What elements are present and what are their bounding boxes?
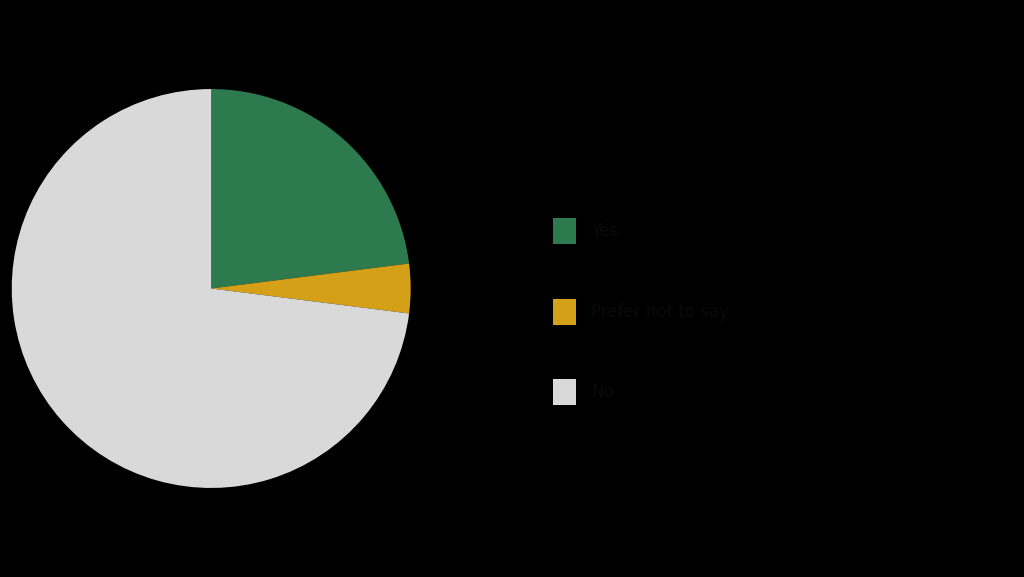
Text: Yes: Yes — [592, 222, 618, 240]
FancyBboxPatch shape — [553, 299, 575, 324]
FancyBboxPatch shape — [553, 218, 575, 243]
Wedge shape — [211, 264, 411, 313]
Wedge shape — [211, 89, 410, 288]
Text: No: No — [592, 383, 614, 402]
FancyBboxPatch shape — [553, 380, 575, 405]
Text: Prefer not to say: Prefer not to say — [592, 302, 729, 321]
Wedge shape — [11, 89, 410, 488]
